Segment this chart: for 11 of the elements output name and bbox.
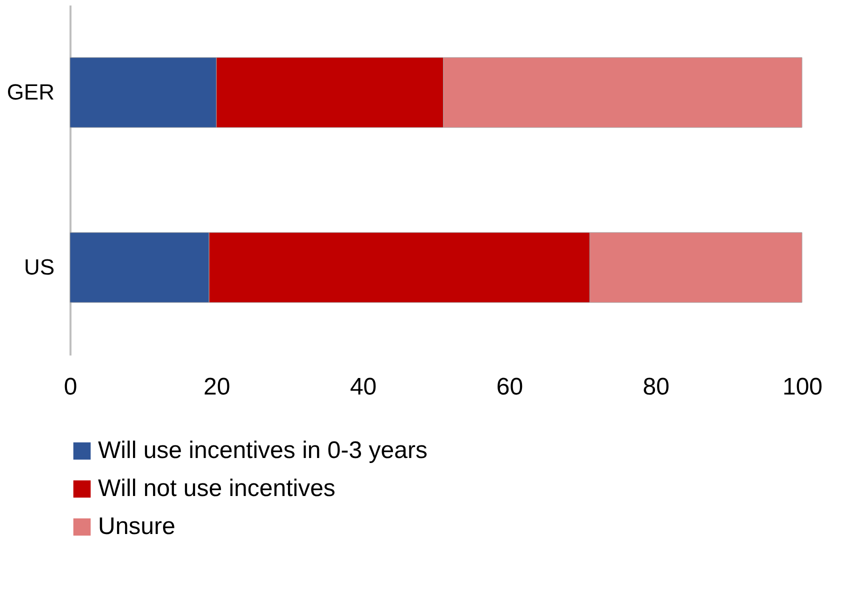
legend-label: Will use incentives in 0-3 years	[98, 437, 428, 464]
x-tick-label: 60	[496, 374, 524, 400]
x-tick-label: 80	[642, 374, 670, 400]
legend-label: Unsure	[98, 513, 176, 540]
legend-label: Will not use incentives	[98, 475, 336, 502]
y-tick-label: GER	[6, 80, 54, 104]
y-tick-label: US	[24, 254, 54, 280]
x-tick-label: 0	[64, 374, 78, 400]
x-tick-label: 20	[204, 374, 230, 400]
x-tick-label: 40	[350, 374, 377, 400]
x-tick-label: 100	[782, 374, 823, 400]
